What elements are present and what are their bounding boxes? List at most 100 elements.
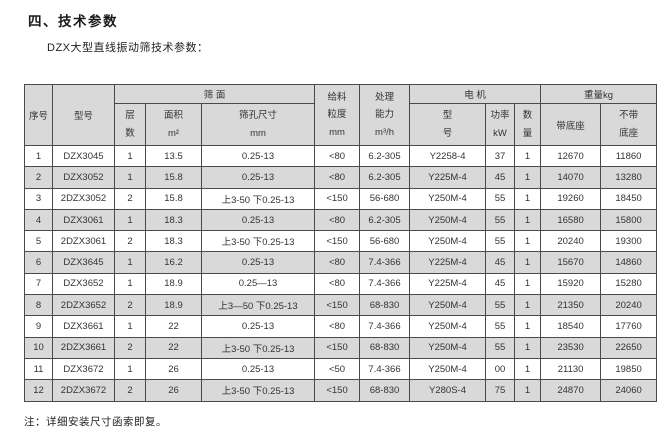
cell-index: 1 — [24, 144, 53, 168]
cell-capacity: 7.4-366 — [359, 272, 411, 296]
cell-power: 55 — [485, 230, 516, 253]
cell-qty: 1 — [514, 144, 542, 168]
cell-feed-size: <80 — [314, 315, 361, 338]
cell-index: 10 — [24, 336, 53, 359]
cell-power: 37 — [485, 144, 516, 168]
cell-model: DZX3052 — [52, 166, 115, 189]
cell-index: 11 — [24, 357, 53, 381]
cell-area: 18.9 — [145, 294, 202, 317]
header-line: 筛孔尺寸 — [239, 110, 278, 122]
cell-qty: 1 — [514, 357, 542, 381]
header-line: 数 — [125, 127, 135, 139]
cell-model: 2DZX3061 — [52, 230, 115, 253]
header-line: mm — [329, 126, 345, 138]
cell-motor-model: Y2258-4 — [409, 144, 487, 168]
header-line: 层 — [125, 110, 135, 122]
cell-model: 2DZX3052 — [52, 187, 115, 210]
header-line: 能力 — [375, 109, 395, 121]
cell-motor-model: Y250M-4 — [409, 187, 487, 210]
header-line: 功率 — [490, 110, 510, 122]
cell-capacity: 6.2-305 — [359, 144, 411, 168]
table-row: 9 DZX3661 1 22 0.25-13 <80 7.4-366 Y250M-4 55 1 18… — [24, 315, 658, 338]
col-header-screen-group: 筛 面 — [113, 84, 316, 104]
cell-index: 5 — [24, 230, 53, 253]
cell-hole-size: 0.25-13 — [200, 144, 316, 168]
cell-layers: 2 — [114, 187, 146, 210]
cell-power: 55 — [485, 315, 516, 338]
cell-motor-model: Y250M-4 — [409, 336, 487, 359]
header-group-row: 序号 型号 筛 面 给料 粒度 mm 处理 能力 m³/h 电 机 重量kg — [24, 84, 658, 146]
cell-layers: 2 — [114, 379, 146, 402]
table-row: 8 2DZX3652 2 18.9 上3—50 下0.25-13 <150 68-830 Y2… — [24, 294, 658, 317]
cell-area: 26 — [145, 379, 202, 402]
cell-power: 75 — [485, 379, 516, 402]
col-header-layers: 层 数 — [114, 103, 146, 146]
cell-weight-without-base: 20240 — [600, 294, 658, 317]
cell-model: DZX3045 — [52, 144, 115, 168]
cell-power: 45 — [485, 251, 516, 274]
cell-capacity: 7.4-366 — [359, 357, 411, 381]
header-line: 粒度 — [327, 109, 347, 121]
cell-index: 9 — [24, 315, 53, 338]
cell-capacity: 7.4-366 — [359, 251, 411, 274]
cell-power: 45 — [485, 272, 516, 296]
cell-weight-without-base: 19850 — [600, 357, 658, 381]
col-header-weight-group: 重量kg — [540, 84, 658, 104]
table-row: 2 DZX3052 1 15.8 0.25-13 <80 6.2-305 Y225M-4 45 1… — [24, 166, 658, 189]
cell-hole-size: 上3—50 下0.25-13 — [200, 294, 316, 317]
cell-layers: 1 — [114, 357, 146, 381]
col-header-index: 序号 — [24, 84, 53, 146]
cell-power: 55 — [485, 294, 516, 317]
cell-weight-without-base: 17760 — [600, 315, 658, 338]
cell-qty: 1 — [514, 166, 542, 189]
cell-hole-size: 0.25-13 — [200, 251, 316, 274]
col-header-without-base: 不带 底座 — [600, 103, 658, 146]
footnote: 注：详细安装尺寸函索即复。 — [24, 415, 167, 428]
cell-capacity: 6.2-305 — [359, 208, 411, 232]
cell-weight-with-base: 15670 — [540, 251, 602, 274]
cell-weight-with-base: 15920 — [540, 272, 602, 296]
header-line: 处理 — [375, 92, 395, 104]
col-header-motor-model: 型 号 — [409, 103, 487, 146]
cell-feed-size: <150 — [314, 379, 361, 402]
cell-qty: 1 — [514, 336, 542, 359]
cell-area: 16.2 — [145, 251, 202, 274]
cell-index: 2 — [24, 166, 53, 189]
cell-hole-size: 上3-50 下0.25-13 — [200, 187, 316, 210]
cell-index: 12 — [24, 379, 53, 402]
header-line: 型 — [442, 110, 453, 122]
cell-motor-model: Y250M-4 — [409, 357, 487, 381]
cell-qty: 1 — [514, 294, 542, 317]
cell-feed-size: <80 — [314, 166, 361, 189]
col-header-model: 型号 — [52, 84, 115, 146]
cell-weight-without-base: 15800 — [600, 208, 658, 232]
header-line: m² — [167, 127, 180, 139]
col-header-with-base: 带底座 — [540, 103, 602, 146]
cell-qty: 1 — [514, 379, 542, 402]
cell-model: DZX3652 — [52, 272, 115, 296]
table-row: 5 2DZX3061 2 18.3 上3-50 下0.25-13 <150 56-680 Y2… — [24, 230, 658, 253]
cell-capacity: 56-680 — [359, 187, 411, 210]
col-header-qty: 数 量 — [514, 103, 542, 146]
cell-qty: 1 — [514, 251, 542, 274]
table-caption: DZX大型直线振动筛技术参数： — [47, 42, 209, 54]
cell-area: 13.5 — [145, 144, 202, 168]
cell-model: DZX3661 — [52, 315, 115, 338]
header-line: 底座 — [619, 127, 639, 139]
cell-area: 26 — [145, 357, 202, 381]
cell-motor-model: Y225M-4 — [409, 166, 487, 189]
table-row: 1 DZX3045 1 13.5 0.25-13 <80 6.2-305 Y2258-4 37 1… — [24, 144, 658, 168]
cell-weight-without-base: 14860 — [600, 251, 658, 274]
cell-hole-size: 0.25-13 — [200, 357, 316, 381]
section-title: 四、技术参数 — [28, 14, 118, 29]
cell-model: 2DZX3672 — [52, 379, 115, 402]
cell-motor-model: Y225M-4 — [409, 272, 487, 296]
col-header-area: 面积 m² — [145, 103, 202, 146]
cell-feed-size: <80 — [314, 251, 361, 274]
cell-hole-size: 0.25-13 — [200, 208, 316, 232]
cell-index: 6 — [24, 251, 53, 274]
cell-feed-size: <150 — [314, 230, 361, 253]
cell-layers: 2 — [114, 294, 146, 317]
cell-weight-without-base: 15280 — [600, 272, 658, 296]
cell-weight-with-base: 20240 — [540, 230, 602, 253]
